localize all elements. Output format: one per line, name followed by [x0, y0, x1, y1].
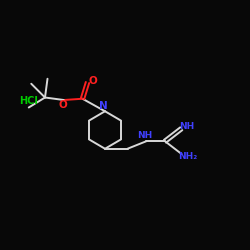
Text: O: O — [88, 76, 98, 86]
Text: NH: NH — [179, 122, 194, 131]
Text: N: N — [100, 101, 108, 111]
Text: NH: NH — [138, 130, 152, 140]
Text: O: O — [58, 100, 67, 110]
Text: HCl: HCl — [19, 96, 38, 106]
Text: NH₂: NH₂ — [178, 152, 197, 161]
